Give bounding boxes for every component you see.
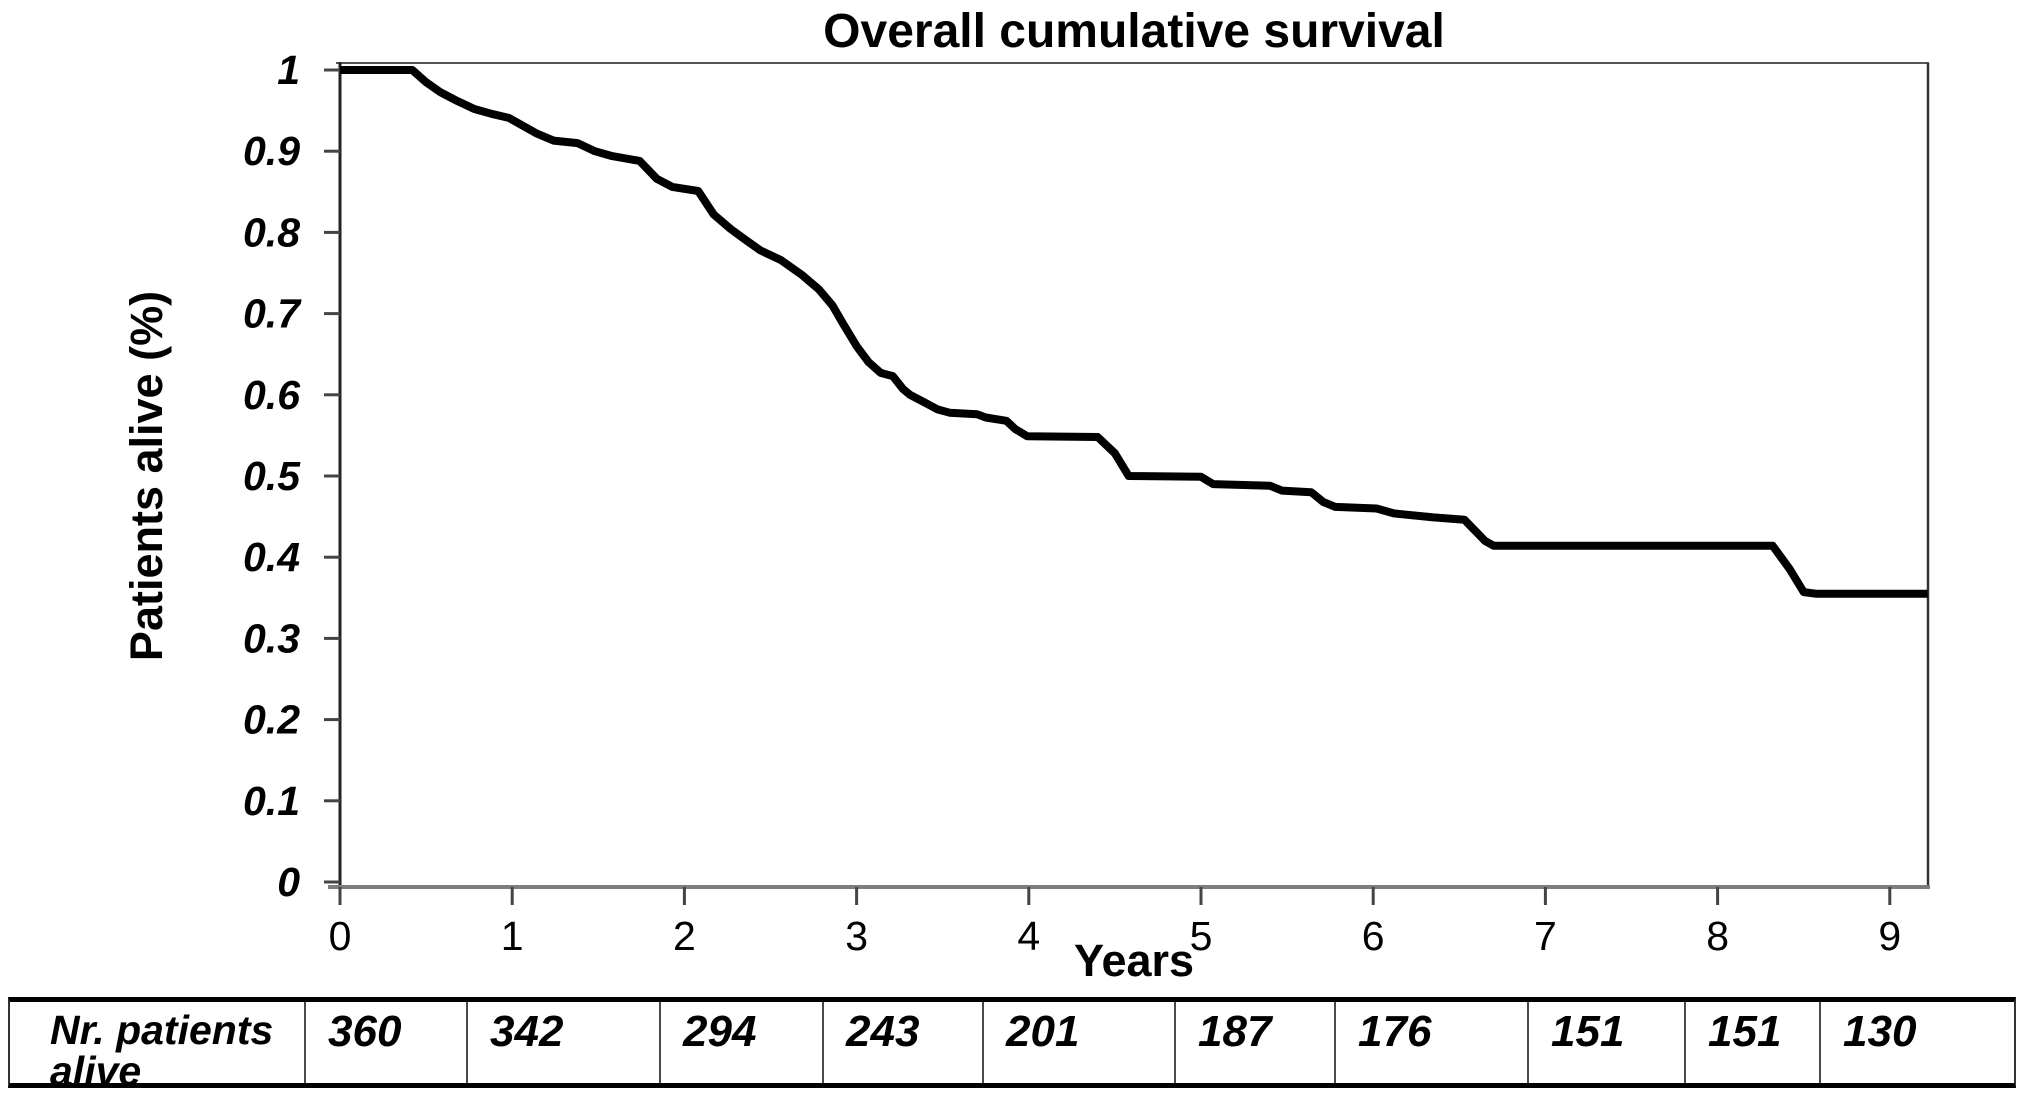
risk-count-cell: 201 <box>984 1002 1176 1083</box>
y-axis-title: Patients alive (%) <box>121 291 172 661</box>
risk-count-cell: 360 <box>306 1002 468 1083</box>
x-tick-label: 6 <box>1362 913 1385 959</box>
y-tick-label: 0 <box>277 859 300 905</box>
y-axis-ticks: 1 0.9 0.8 0.7 0.6 0.5 0.4 0.3 0.2 0.1 0 <box>243 47 340 905</box>
risk-count-cell: 187 <box>1176 1002 1336 1083</box>
x-axis-title: Years <box>1074 935 1194 986</box>
x-tick-label: 5 <box>1190 913 1213 959</box>
y-tick-label: 1 <box>277 47 300 93</box>
y-tick-label: 0.8 <box>243 209 300 255</box>
y-tick-label: 0.3 <box>243 615 300 661</box>
survival-curve <box>340 66 1928 598</box>
x-tick-label: 1 <box>501 913 524 959</box>
risk-count-cell: 342 <box>468 1002 661 1083</box>
x-tick-label: 8 <box>1706 913 1729 959</box>
y-tick-label: 0.9 <box>243 128 300 174</box>
x-tick-label: 3 <box>845 913 868 959</box>
risk-count-cell: 151 <box>1529 1002 1686 1083</box>
risk-table: Nr. patients alive 360 342 294 243 201 187 176… <box>8 997 2016 1092</box>
x-tick-label: 4 <box>1017 913 1040 959</box>
y-tick-label: 0.5 <box>243 453 301 499</box>
risk-count-cell: 294 <box>661 1002 824 1083</box>
chart-title: Overall cumulative survival <box>823 5 1445 58</box>
y-tick-label: 0.7 <box>243 291 302 337</box>
x-tick-label: 0 <box>329 913 352 959</box>
x-axis-ticks: 0 1 2 3 4 5 6 7 8 9 <box>329 887 1901 959</box>
y-tick-label: 0.4 <box>243 534 300 580</box>
risk-count-cell: 243 <box>824 1002 984 1083</box>
x-tick-label: 2 <box>673 913 696 959</box>
x-tick-label: 7 <box>1534 913 1557 959</box>
y-tick-label: 0.6 <box>243 372 301 418</box>
x-tick-label: 9 <box>1878 913 1901 959</box>
y-tick-label: 0.1 <box>243 778 300 824</box>
y-tick-label: 0.2 <box>243 697 300 743</box>
survival-chart: 1 0.9 0.8 0.7 0.6 0.5 0.4 0.3 0.2 0.1 0 0 1 2 3 4 5 6 7 8 9… <box>121 5 1930 986</box>
risk-table-label: Nr. patients alive <box>10 1002 306 1092</box>
risk-count-cell: 176 <box>1336 1002 1529 1083</box>
risk-count-cell: 130 <box>1843 1007 1917 1056</box>
risk-count-cell: 151 <box>1686 1002 1821 1083</box>
